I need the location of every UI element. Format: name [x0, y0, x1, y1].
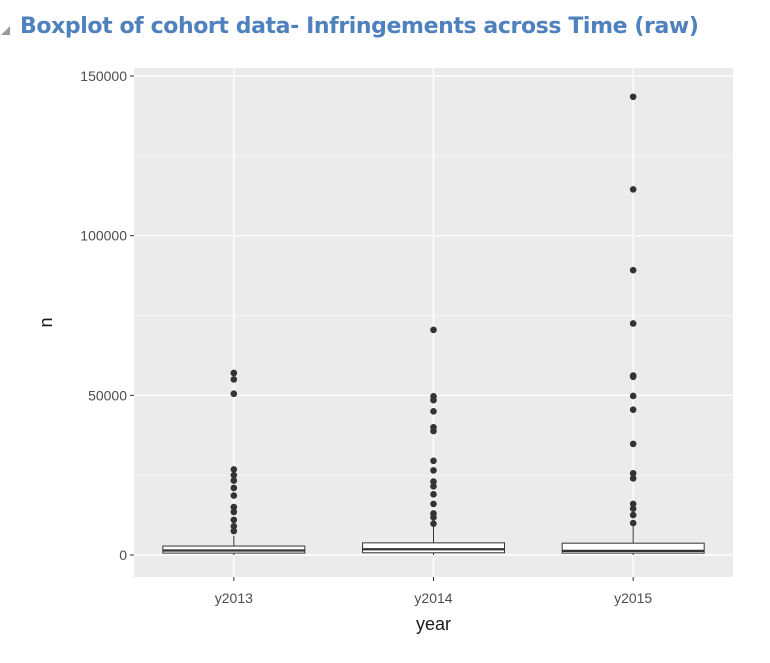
- x-axis-title: year: [416, 614, 451, 634]
- slide-header: Boxplot of cohort data- Infringements ac…: [0, 8, 770, 48]
- y-tick-label: 150000: [80, 68, 127, 84]
- outlier-point: [629, 469, 637, 477]
- outlier-point: [430, 326, 437, 334]
- box-group-y2013: [162, 369, 306, 555]
- box-iqr: [362, 542, 505, 554]
- outlier-point: [230, 466, 238, 473]
- outlier-point: [430, 483, 437, 490]
- outlier-point: [629, 406, 637, 414]
- y-tick-label: 0: [119, 547, 127, 563]
- outlier-point: [629, 475, 637, 482]
- outlier-point: [230, 484, 238, 492]
- box-iqr: [561, 542, 705, 554]
- outlier-point: [430, 396, 437, 404]
- outlier-point: [629, 266, 637, 274]
- outlier-point: [430, 514, 437, 521]
- axes: 0 50000 100000 150000 y2013 y2014 y2015: [80, 68, 652, 606]
- collapse-triangle-icon[interactable]: [1, 26, 10, 35]
- outlier-point: [629, 392, 637, 400]
- x-tick-label: y2014: [414, 590, 452, 606]
- outlier-point: [230, 527, 238, 535]
- outlier-point: [230, 503, 238, 511]
- outlier-point: [230, 369, 238, 377]
- outlier-point: [629, 320, 637, 327]
- outlier-point: [230, 471, 238, 479]
- outlier-point: [230, 477, 238, 484]
- outlier-point: [629, 500, 637, 508]
- outlier-point: [230, 508, 238, 516]
- outlier-point: [629, 186, 637, 193]
- box-group-y2015: [561, 93, 705, 555]
- outlier-point: [230, 522, 238, 530]
- outlier-point: [230, 376, 238, 383]
- x-tick-label: y2013: [215, 590, 253, 606]
- outlier-point: [629, 505, 637, 512]
- outlier-point: [430, 491, 437, 498]
- outlier-point: [430, 478, 437, 485]
- y-axis-title: n: [36, 317, 56, 327]
- box-group-y2014: [362, 326, 505, 555]
- outlier-point: [629, 93, 637, 101]
- y-tick-label: 50000: [88, 387, 127, 403]
- outlier-point: [430, 427, 437, 435]
- outlier-point: [430, 520, 437, 528]
- outlier-point: [430, 467, 437, 474]
- y-tick-label: 100000: [80, 228, 127, 244]
- outlier-point: [629, 511, 637, 519]
- outlier-point: [230, 516, 238, 524]
- slide-title: Boxplot of cohort data- Infringements ac…: [20, 14, 699, 39]
- x-tick-label: y2015: [614, 590, 652, 606]
- outlier-point: [629, 373, 637, 381]
- outlier-point: [230, 492, 238, 499]
- outlier-point: [629, 519, 637, 527]
- outlier-point: [629, 440, 637, 448]
- boxes: [162, 93, 705, 555]
- outlier-point: [430, 408, 437, 415]
- outlier-point: [430, 457, 437, 465]
- outlier-point: [230, 390, 238, 398]
- outlier-point: [430, 500, 437, 508]
